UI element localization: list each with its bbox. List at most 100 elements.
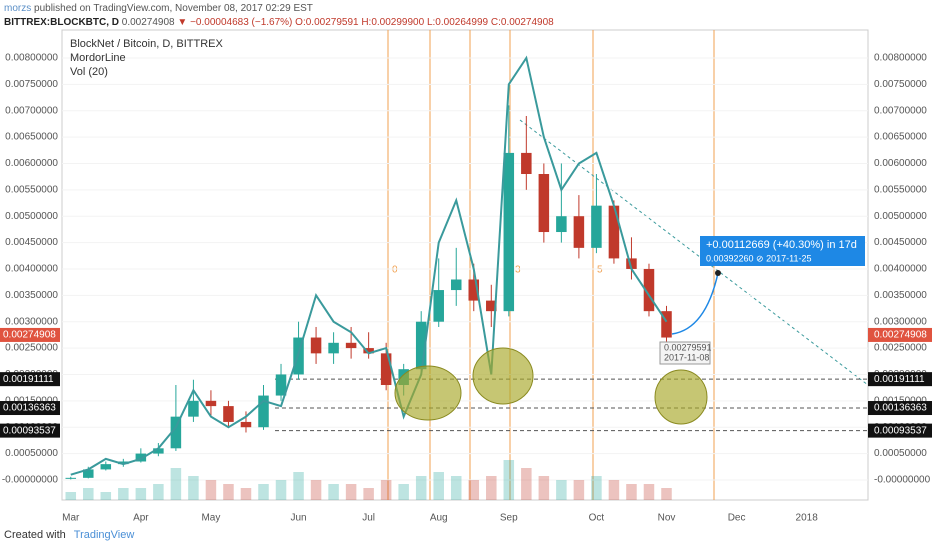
- highlights: [394, 347, 708, 425]
- x-tick-label: Sep: [500, 513, 518, 524]
- candle-body: [468, 279, 480, 301]
- header-line: morzs published on TradingView.com, Nove…: [4, 2, 554, 16]
- last-price-tag: [0, 327, 60, 342]
- y-tick-label: 0.00650000: [874, 132, 927, 143]
- x-tick-label: Jul: [362, 513, 375, 524]
- x-tick-label: Apr: [133, 513, 149, 524]
- y-tick-label: 0.00050000: [5, 448, 58, 459]
- candle-body: [188, 400, 199, 417]
- volume-bar: [135, 488, 147, 500]
- candle-body: [83, 469, 94, 478]
- y-tick-label: 0.00800000: [5, 53, 58, 64]
- volume-bar: [170, 468, 182, 500]
- y-tick-label: 0.00550000: [874, 184, 927, 195]
- level-label: 0.00136363: [874, 403, 927, 414]
- candle-body: [240, 421, 252, 428]
- callout-date: 2017-11-08: [664, 352, 709, 362]
- volume-bar: [310, 480, 322, 500]
- y-tick-label: -0.00000000: [874, 475, 931, 486]
- volume-bar: [240, 488, 252, 500]
- candle-body: [205, 400, 217, 407]
- y-tick-label: 0.00350000: [874, 290, 927, 301]
- volume-bar: [538, 476, 550, 500]
- x-tick-label: Mar: [62, 513, 80, 524]
- candle-body: [433, 290, 444, 322]
- volume-bar: [450, 476, 462, 500]
- last-price-tag: [868, 327, 932, 342]
- candle-body: [100, 464, 112, 470]
- y-tick-label: 0.00600000: [5, 158, 58, 169]
- y-tick-label: 0.00300000: [874, 316, 927, 327]
- y-tick-label: 0.00500000: [5, 211, 58, 222]
- y-tick-label: 0.00600000: [874, 158, 927, 169]
- mordorline: [70, 55, 668, 476]
- projection-detail: 0.00392260 ⊘ 2017-11-25: [706, 253, 811, 263]
- chart: 0 3 5 -0.00000000 -0.00000000 0.00050000 0.…: [0, 29, 932, 524]
- volume-bar: [205, 480, 217, 500]
- x-tick-label: Nov: [658, 513, 676, 524]
- y-tick-label: 0.00400000: [5, 264, 58, 275]
- volume-bar: [591, 476, 602, 500]
- y-tick-label: 0.00550000: [5, 184, 58, 195]
- fib-label: 3: [515, 265, 521, 276]
- candle-body: [310, 337, 322, 354]
- volume-bar: [83, 488, 94, 500]
- y-tick-label: 0.00750000: [874, 79, 927, 90]
- volume-bar: [503, 460, 515, 500]
- level-tag: [0, 423, 60, 438]
- volume-bar: [521, 468, 532, 500]
- level-label: 0.00093537: [874, 425, 927, 436]
- candle-body: [486, 300, 497, 312]
- y-tick-label: 0.00400000: [874, 264, 927, 275]
- level-label: 0.00191111: [874, 374, 925, 385]
- x-tick-label: Jun: [290, 513, 306, 524]
- volume-bar: [65, 492, 77, 500]
- projection-point: [715, 270, 721, 276]
- level-tag: [0, 401, 60, 416]
- legend-entry: BlockNet / Bitcoin, D, BITTREX: [70, 38, 223, 50]
- volume-bar: [188, 476, 199, 500]
- level-label: 0.00093537: [3, 425, 56, 436]
- candle-body: [450, 279, 462, 291]
- projection-box: [700, 236, 865, 266]
- y-tick-label: 0.00450000: [5, 237, 58, 248]
- level-label: 0.00191111: [3, 374, 54, 385]
- legend-entry: MordorLine: [70, 52, 126, 64]
- volume-bar: [223, 484, 234, 500]
- y-tick-label: 0.00450000: [874, 237, 927, 248]
- brand[interactable]: TradingView: [73, 529, 135, 541]
- last-price-label: 0.00274908: [3, 330, 56, 341]
- fib-label: 0: [392, 265, 398, 276]
- volume-bar: [275, 480, 287, 500]
- x-tick-label: May: [201, 513, 220, 524]
- candle-body: [275, 374, 287, 396]
- symbol: BITTREX:BLOCKBTC, D: [4, 17, 119, 28]
- volume-bar: [328, 484, 339, 500]
- level-tag: [868, 401, 932, 416]
- volume-bar: [661, 488, 672, 500]
- volume-bar: [626, 484, 637, 500]
- level-tag: [868, 372, 932, 387]
- y-tick-label: 0.00800000: [874, 53, 927, 64]
- volume-bar: [363, 488, 374, 500]
- author[interactable]: morzs: [4, 3, 32, 14]
- volume-bar: [486, 476, 497, 500]
- y-tick-label: 0.00750000: [5, 79, 58, 90]
- projection-path: [671, 272, 719, 335]
- volume-bar: [468, 480, 480, 500]
- volume-bar: [415, 476, 427, 500]
- price: 0.00274908: [121, 17, 175, 28]
- projection-headline: +0.00112669 (+40.30%) in 17d: [706, 239, 857, 251]
- y-tick-label: 0.00250000: [874, 343, 927, 354]
- candle-body: [415, 321, 427, 370]
- x-tick-label: Dec: [728, 513, 746, 524]
- candle-body: [661, 311, 672, 338]
- candle-body: [538, 174, 550, 233]
- change: ▼ −0.00004683 (−1.67%): [177, 17, 293, 28]
- candle-body: [118, 461, 129, 465]
- volume-bar: [293, 472, 304, 500]
- ellipse: [472, 347, 534, 405]
- callout-box: [659, 341, 711, 365]
- candle-body: [328, 342, 339, 354]
